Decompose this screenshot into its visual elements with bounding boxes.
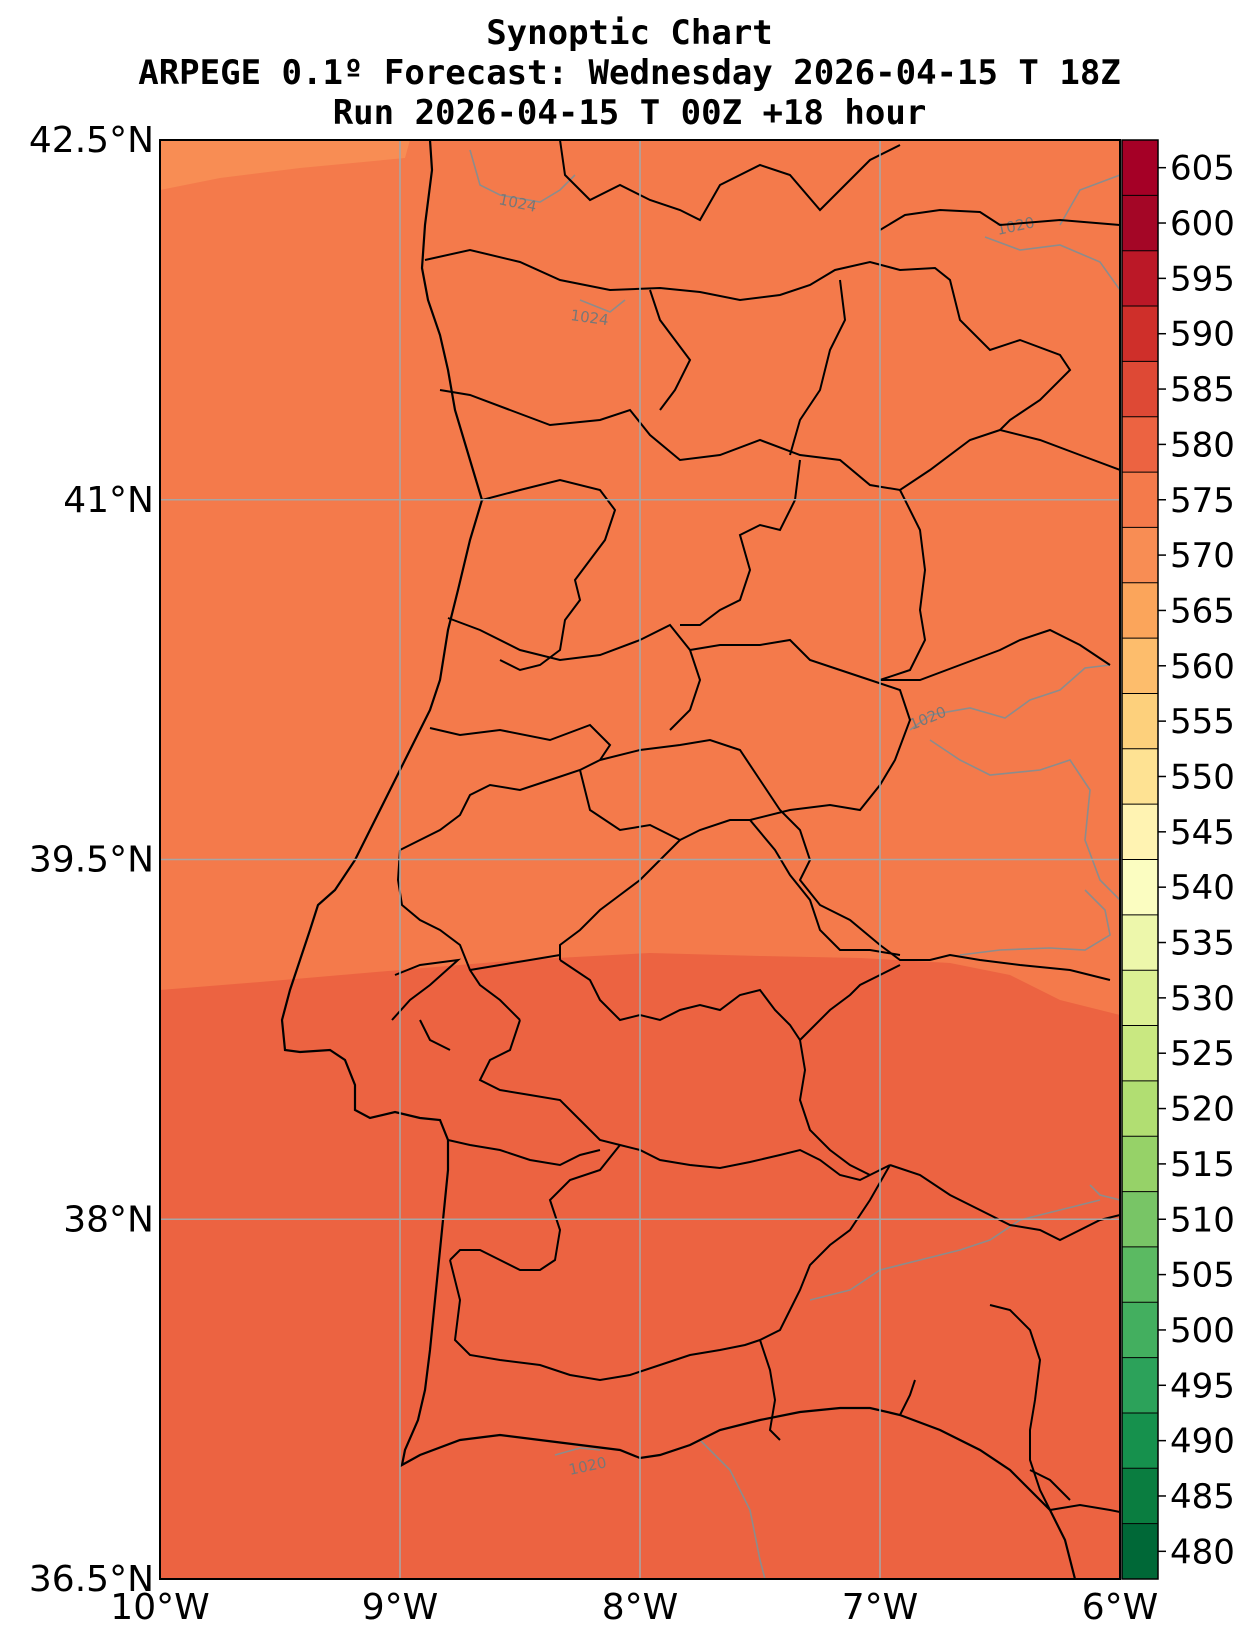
district-boundaries bbox=[396, 140, 1120, 1513]
lat-tick-label: 42.5°N bbox=[29, 120, 154, 161]
colorbar-segment bbox=[1122, 693, 1158, 750]
lon-tick-label: 8°W bbox=[602, 1587, 679, 1628]
colorbar-segment bbox=[1122, 1246, 1158, 1303]
colorbar-segment bbox=[1122, 582, 1158, 639]
colorbar-segment bbox=[1122, 1523, 1158, 1580]
colorbar-label: 480 bbox=[1170, 1532, 1235, 1572]
colorbar-label: 545 bbox=[1170, 813, 1235, 853]
coastline bbox=[280, 140, 1077, 1579]
isobar-label-2: 1024 bbox=[569, 306, 609, 329]
graticule bbox=[160, 140, 1120, 1579]
colorbar-label: 490 bbox=[1170, 1422, 1235, 1462]
colorbar-label: 535 bbox=[1170, 924, 1235, 964]
colorbar-label: 500 bbox=[1170, 1311, 1235, 1351]
map-area: 1024 1024 1020 1020 1020 bbox=[160, 140, 1120, 1579]
colorbar-label: 595 bbox=[1170, 259, 1235, 299]
colorbar-label: 575 bbox=[1170, 481, 1235, 521]
colorbar-label: 540 bbox=[1170, 868, 1235, 908]
colorbar-segment bbox=[1122, 1191, 1158, 1248]
colorbar-segment bbox=[1122, 1412, 1158, 1469]
colorbar-label: 600 bbox=[1170, 204, 1235, 244]
colorbar-label: 525 bbox=[1170, 1034, 1235, 1074]
lon-tick-label: 6°W bbox=[1082, 1587, 1159, 1628]
colorbar-segment bbox=[1122, 416, 1158, 473]
colorbar-segment bbox=[1122, 361, 1158, 418]
colorbar-label: 515 bbox=[1170, 1145, 1235, 1185]
colorbar-segment bbox=[1122, 804, 1158, 860]
lon-tick-label: 7°W bbox=[842, 1587, 919, 1628]
lat-tick-label: 39.5°N bbox=[29, 840, 154, 881]
colorbar-label: 485 bbox=[1170, 1477, 1235, 1517]
colorbar-segment bbox=[1122, 1357, 1158, 1414]
geopotential-fill-570 bbox=[160, 140, 410, 190]
colorbar-label: 585 bbox=[1170, 370, 1235, 410]
run-subtitle: Run 2026-04-15 T 00Z +18 hour bbox=[332, 93, 927, 133]
lon-tick-label: 10°W bbox=[110, 1587, 209, 1628]
colorbar-label: 520 bbox=[1170, 1090, 1235, 1130]
lon-tick-label: 9°W bbox=[362, 1587, 439, 1628]
colorbar-label: 510 bbox=[1170, 1200, 1235, 1240]
colorbar-label: 560 bbox=[1170, 647, 1235, 687]
colorbar-label: 530 bbox=[1170, 979, 1235, 1019]
forecast-subtitle: ARPEGE 0.1º Forecast: Wednesday 2026-04-… bbox=[138, 53, 1121, 93]
colorbar: 480 485 490 495 500 505 510 515 520 525 530 535 540 5… bbox=[1121, 139, 1235, 1580]
lat-tick-label: 36.5°N bbox=[29, 1559, 154, 1600]
colorbar-label: 605 bbox=[1170, 149, 1235, 189]
colorbar-segment bbox=[1122, 748, 1158, 805]
colorbar-segment bbox=[1122, 914, 1158, 971]
isobars bbox=[469, 149, 1120, 1579]
colorbar-label: 570 bbox=[1170, 536, 1235, 576]
colorbar-label: 565 bbox=[1170, 591, 1235, 631]
colorbar-label: 590 bbox=[1170, 315, 1235, 355]
colorbar-segment bbox=[1122, 306, 1158, 362]
colorbar-segment bbox=[1122, 970, 1158, 1027]
lat-tick-label: 38°N bbox=[63, 1199, 154, 1240]
map-frame bbox=[159, 139, 1121, 1580]
colorbar-segment bbox=[1122, 1302, 1158, 1359]
colorbar-segment bbox=[1122, 1468, 1158, 1525]
chart-title: Synoptic Chart bbox=[486, 13, 773, 53]
colorbar-segment bbox=[1122, 859, 1158, 916]
estuary bbox=[391, 958, 462, 1051]
colorbar-segment bbox=[1122, 472, 1158, 528]
colorbar-segment bbox=[1122, 527, 1158, 584]
axis-ticks: 10°W 9°W 8°W 7°W 6°W 42.5°N 41°N 39.5°N 38°N 36.5… bbox=[29, 120, 1158, 1628]
colorbar-segment bbox=[1122, 1025, 1158, 1082]
colorbar-label: 495 bbox=[1170, 1366, 1235, 1406]
colorbar-segment bbox=[1122, 1136, 1158, 1193]
colorbar-segment bbox=[1122, 1080, 1158, 1137]
colorbar-label: 555 bbox=[1170, 702, 1235, 742]
colorbar-label: 580 bbox=[1170, 425, 1235, 465]
colorbar-label: 505 bbox=[1170, 1256, 1235, 1296]
colorbar-segment bbox=[1122, 140, 1158, 196]
colorbar-segment bbox=[1122, 638, 1158, 694]
colorbar-label: 550 bbox=[1170, 757, 1235, 797]
colorbar-segment bbox=[1122, 250, 1158, 307]
lat-tick-label: 41°N bbox=[63, 480, 154, 521]
colorbar-segment bbox=[1122, 195, 1158, 252]
